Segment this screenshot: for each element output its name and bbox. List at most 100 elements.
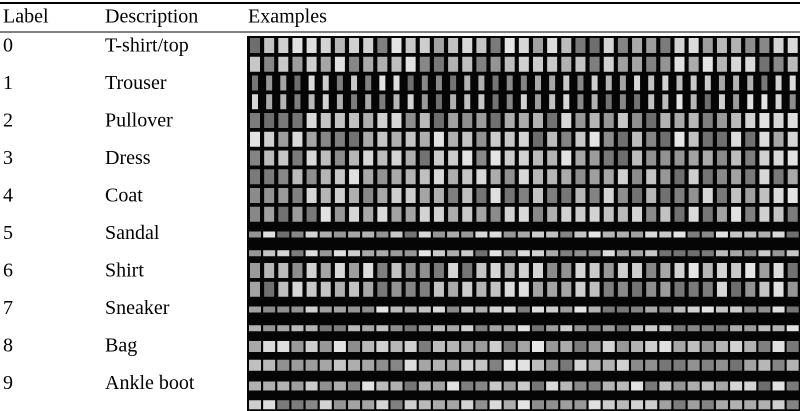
example-tile: [376, 307, 388, 313]
example-tile: [420, 188, 430, 203]
example-tile: [321, 151, 331, 166]
example-tile: [294, 76, 300, 91]
example-tile: [264, 38, 274, 53]
example-tile: [348, 307, 360, 313]
example-tile: [646, 282, 656, 297]
example-tile: [349, 207, 359, 222]
example-tile: [266, 76, 272, 91]
example-tile: [773, 360, 785, 371]
example-tile: [574, 382, 586, 391]
example-tile: [436, 76, 442, 91]
example-tile: [702, 325, 714, 331]
example-tile: [362, 360, 374, 371]
example-tile: [560, 382, 572, 391]
example-tile: [519, 38, 529, 53]
example-tile: [419, 360, 431, 371]
example-tile: [420, 282, 430, 297]
example-tile: [620, 76, 626, 91]
label-cell: 0: [3, 35, 13, 57]
example-tile: [759, 282, 769, 297]
example-tile: [419, 382, 431, 391]
example-tile: [348, 232, 360, 238]
example-tile: [420, 169, 430, 184]
example-tile: [278, 169, 288, 184]
example-tile: [461, 360, 473, 371]
example-tile: [434, 151, 444, 166]
example-tile: [306, 382, 318, 391]
example-tile: [504, 341, 516, 352]
example-tile: [659, 400, 671, 409]
example-tile: [660, 57, 670, 72]
example-tile: [491, 57, 501, 72]
example-tile: [759, 38, 769, 53]
example-tile: [450, 76, 456, 91]
example-tile: [660, 282, 670, 297]
example-tile: [702, 250, 714, 256]
example-tile: [563, 76, 569, 91]
example-tile: [631, 341, 643, 352]
example-tile: [420, 151, 430, 166]
example-tile: [774, 263, 784, 278]
example-tile: [788, 282, 798, 297]
example-tile: [561, 188, 571, 203]
label-cell: 4: [3, 185, 13, 207]
example-tile: [422, 76, 428, 91]
example-tile: [334, 250, 346, 256]
label-cell: 1: [3, 72, 13, 94]
example-tile: [731, 188, 741, 203]
example-tile: [406, 113, 416, 128]
example-tile: [277, 325, 289, 331]
example-tile: [634, 76, 640, 91]
example-tile: [560, 400, 572, 409]
example-tile: [320, 360, 332, 371]
example-tile: [702, 400, 714, 409]
example-tile: [691, 76, 697, 91]
example-tile: [263, 360, 275, 371]
example-tile: [660, 263, 670, 278]
example-tile: [521, 76, 527, 91]
example-tile: [278, 282, 288, 297]
example-tile: [745, 188, 755, 203]
example-tile: [320, 382, 332, 391]
example-tile: [747, 76, 753, 91]
header-cell: Label: [3, 6, 49, 28]
example-tile: [362, 232, 374, 238]
example-tile: [504, 382, 516, 391]
example-tile: [561, 263, 571, 278]
example-tile: [618, 263, 628, 278]
example-tile: [758, 400, 770, 409]
example-tile: [575, 188, 585, 203]
example-tile: [547, 113, 557, 128]
example-tile: [476, 38, 486, 53]
example-tile: [405, 307, 417, 313]
example-tile: [307, 169, 317, 184]
example-tile: [674, 232, 686, 238]
example-tile: [277, 232, 289, 238]
example-tile: [646, 188, 656, 203]
example-tile: [335, 113, 345, 128]
example-tile: [744, 307, 756, 313]
example-tile: [787, 232, 799, 238]
example-tile: [307, 282, 317, 297]
example-tile: [348, 250, 360, 256]
example-tile: [405, 341, 417, 352]
example-tile: [533, 57, 543, 72]
example-tile: [688, 325, 700, 331]
example-tile: [263, 250, 275, 256]
example-tile: [392, 282, 402, 297]
example-tile: [291, 341, 303, 352]
example-tile: [362, 307, 374, 313]
example-tile: [475, 400, 487, 409]
example-tile: [730, 325, 742, 331]
example-tile: [744, 382, 756, 391]
header-cell: Description: [105, 6, 198, 28]
example-tile: [759, 132, 769, 147]
example-tile: [560, 341, 572, 352]
example-tile: [745, 57, 755, 72]
example-tile: [787, 325, 799, 331]
example-tile: [547, 38, 557, 53]
example-tile: [589, 325, 601, 331]
example-tile: [291, 360, 303, 371]
example-tile: [533, 113, 543, 128]
example-tile: [561, 282, 571, 297]
